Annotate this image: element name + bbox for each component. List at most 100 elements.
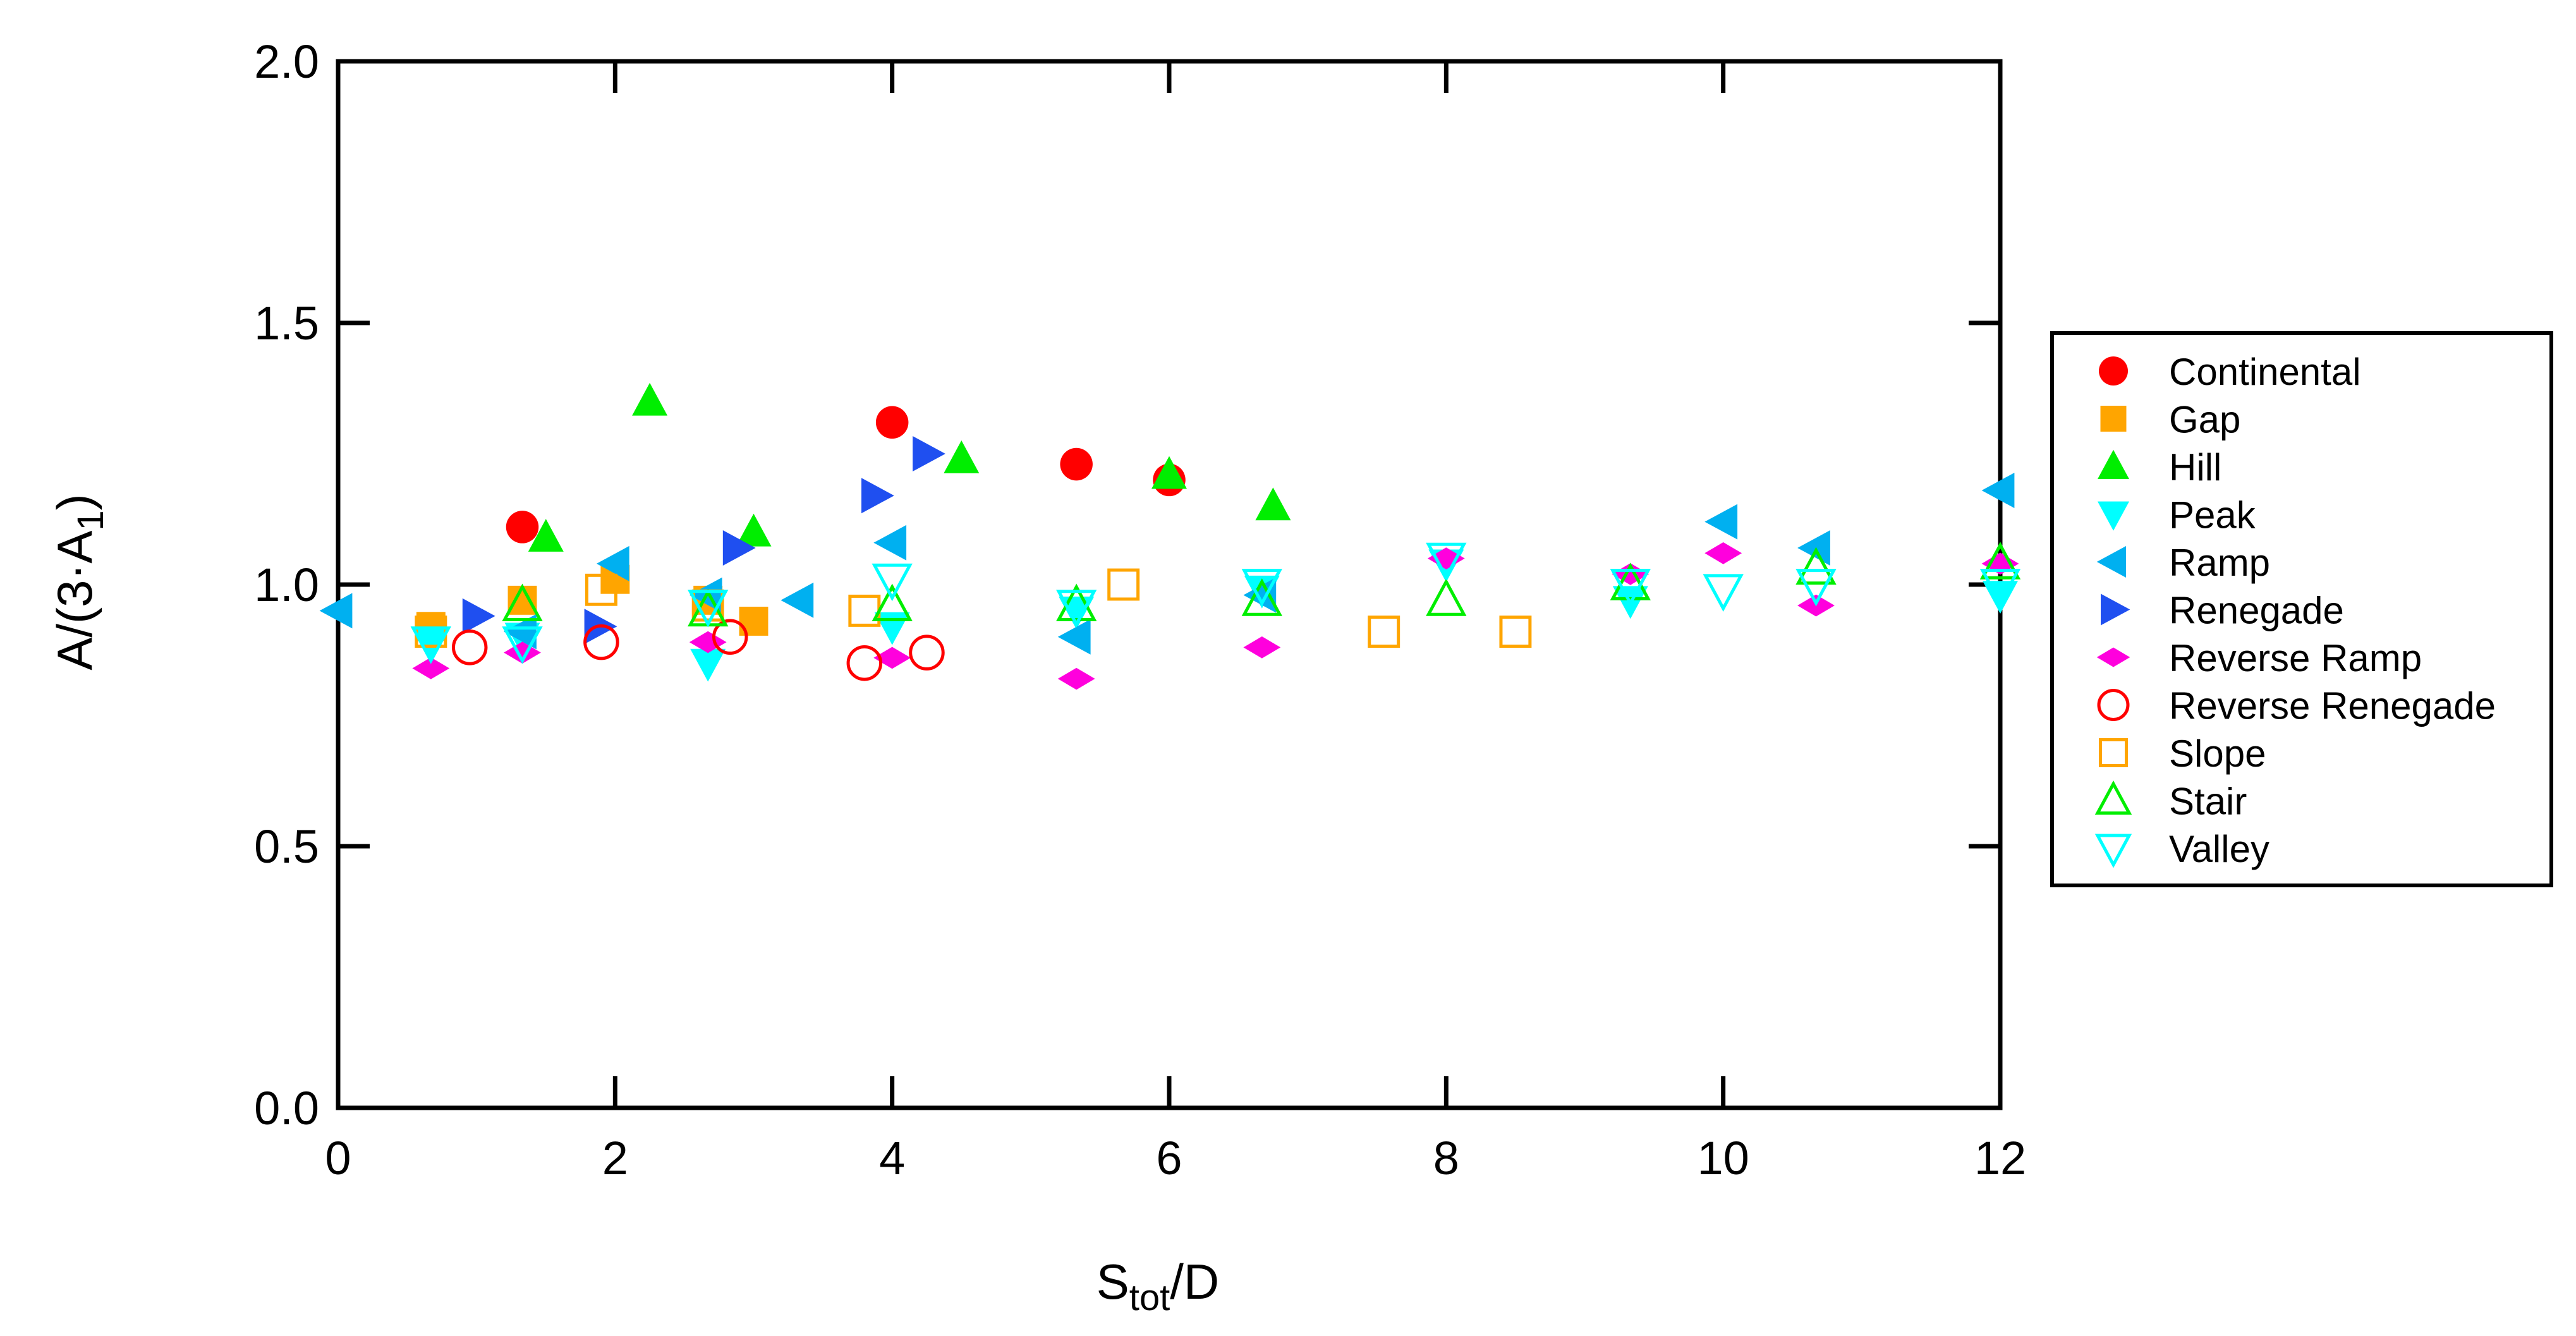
legend: Continental Gap Hill Peak Ramp Renegade Revers…	[2050, 331, 2553, 887]
data-point	[504, 641, 541, 664]
data-point	[1427, 547, 1465, 569]
y-axis: 0.0 0.5 1.0 1.5 2.0	[254, 35, 2000, 1134]
data-point	[1612, 563, 1649, 585]
data-point	[1499, 616, 1532, 648]
legend-marker	[2096, 647, 2130, 667]
legend-label: Stair	[2169, 780, 2247, 823]
data-point	[1241, 578, 1282, 616]
y-tick-label: 0.5	[254, 820, 319, 873]
legend-entry: Ramp	[2096, 542, 2270, 584]
data-point	[1243, 577, 1277, 613]
legend-entry: Peak	[2098, 494, 2256, 537]
data-point	[1703, 574, 1744, 612]
legend-marker	[2099, 738, 2128, 767]
legend-entry: Reverse Ramp	[2096, 637, 2422, 679]
data-point	[861, 478, 894, 514]
data-point	[1426, 542, 1467, 581]
series-hill	[528, 382, 1291, 552]
data-point	[875, 406, 909, 439]
legend-marker	[2098, 501, 2129, 531]
legend-marker	[2100, 406, 2127, 432]
legend-label: Slope	[2169, 732, 2266, 775]
data-point	[413, 628, 449, 661]
data-point	[1243, 636, 1281, 659]
data-point	[872, 583, 913, 621]
legend-entry: Reverse Renegade	[2097, 685, 2496, 727]
data-point	[872, 563, 913, 602]
legend-entry: Renegade	[2101, 590, 2344, 632]
data-point	[451, 629, 488, 665]
data-point	[412, 657, 450, 679]
x-axis-label: Stot/D	[1097, 1254, 1220, 1318]
series-continental	[506, 406, 1186, 544]
y-tick-label: 1.5	[254, 297, 319, 349]
legend-entry: Valley	[2094, 828, 2269, 870]
series-reverse-renegade	[451, 619, 945, 681]
legend-label: Valley	[2169, 828, 2269, 870]
data-point	[1255, 487, 1291, 521]
data-point	[504, 614, 537, 650]
legend-entry: Hill	[2098, 446, 2221, 489]
data-point	[502, 583, 543, 621]
data-point	[1610, 569, 1651, 607]
legend-label: Renegade	[2169, 590, 2344, 632]
data-point	[1704, 542, 1742, 564]
data-point	[1368, 616, 1400, 648]
data-point	[873, 647, 911, 669]
x-tick-label: 4	[879, 1132, 905, 1184]
data-point	[944, 440, 980, 473]
x-tick-label: 0	[325, 1132, 351, 1184]
legend-box	[2050, 331, 2553, 887]
legend-marker	[2096, 546, 2126, 578]
data-point	[1797, 530, 1830, 566]
legend-label: Ramp	[2169, 542, 2270, 584]
data-point	[688, 590, 729, 628]
legend-label: Reverse Ramp	[2169, 637, 2422, 679]
data-point	[873, 525, 907, 561]
data-point	[1107, 568, 1140, 601]
data-point	[1057, 619, 1091, 655]
x-tick-label: 2	[602, 1132, 628, 1184]
data-point	[319, 593, 353, 629]
legend-label: Gap	[2169, 399, 2240, 441]
data-point	[596, 545, 629, 581]
data-point	[502, 626, 543, 664]
series-peak	[413, 549, 2018, 682]
legend-label: Peak	[2169, 494, 2256, 537]
legend-entry: Slope	[2099, 732, 2266, 775]
data-point	[1060, 447, 1093, 481]
data-point	[690, 648, 726, 682]
series-reverse-ramp	[412, 542, 2019, 690]
data-point	[1979, 569, 2021, 607]
data-point	[739, 607, 769, 636]
series-ramp	[319, 473, 2015, 655]
legend-label: Reverse Renegade	[2169, 685, 2496, 727]
data-point	[1795, 547, 1837, 585]
data-point	[506, 511, 539, 544]
legend-entry: Continental	[2099, 351, 2361, 393]
x-tick-label: 8	[1433, 1132, 1459, 1184]
y-tick-label: 1.0	[254, 559, 319, 611]
data-point	[722, 530, 756, 566]
data-point	[585, 573, 617, 606]
data-point	[583, 624, 619, 660]
series-valley	[410, 542, 2021, 664]
data-point	[1795, 569, 1837, 607]
series-renegade	[462, 436, 945, 645]
y-tick-label: 0.0	[254, 1082, 319, 1134]
data-point	[410, 626, 451, 664]
data-markers	[319, 382, 2021, 690]
data-point	[1983, 581, 2018, 614]
legend-marker	[2098, 449, 2129, 479]
data-point	[1057, 667, 1095, 690]
data-point	[1981, 473, 2015, 508]
data-point	[846, 645, 883, 681]
data-point	[1426, 578, 1467, 616]
data-point	[1056, 583, 1097, 621]
data-point	[1610, 562, 1651, 600]
x-tick-label: 6	[1156, 1132, 1182, 1184]
legend-entry: Gap	[2100, 399, 2240, 441]
legend-entry: Stair	[2094, 780, 2247, 823]
data-point	[712, 619, 748, 655]
